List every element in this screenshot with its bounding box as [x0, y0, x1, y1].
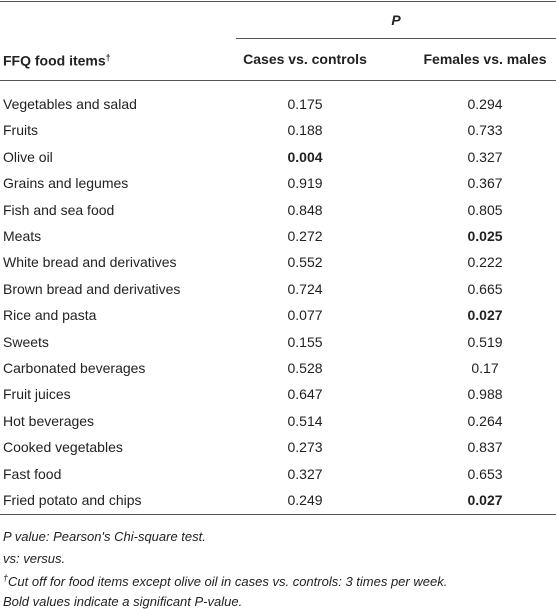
row-label: Olive oil [3, 148, 53, 165]
footnote: †Cut off for food items except olive oil… [3, 570, 447, 590]
column-header: FFQ food items† [3, 50, 111, 69]
cell-value: 0.327 [467, 148, 503, 165]
row-label: Fast food [3, 465, 62, 482]
cell-value: 0.514 [287, 412, 323, 429]
cell-value: 0.188 [287, 122, 323, 139]
top-rule [0, 1, 556, 2]
cell-value: 0.733 [467, 122, 503, 139]
column-header-text: FFQ food items [3, 52, 106, 69]
cell-value: 0.294 [467, 96, 503, 112]
row-label: Hot beverages [3, 412, 95, 429]
group-rule [236, 38, 556, 39]
row-label: Carbonated beverages [3, 360, 146, 376]
cell-value: 0.027 [467, 307, 503, 324]
footnote-text: Cut off for food items except olive oil … [8, 574, 448, 589]
cell-value: 0.327 [287, 465, 323, 482]
row-label: White bread and derivatives [3, 254, 177, 271]
cell-value: 0.155 [287, 333, 323, 350]
cell-value: 0.665 [467, 280, 503, 297]
footnote-text: vs: versus. [3, 550, 66, 566]
cell-value: 0.175 [287, 96, 323, 112]
cell-value: 0.919 [287, 175, 323, 192]
row-label: Grains and legumes [3, 175, 129, 192]
row-label: Fruit juices [3, 386, 71, 403]
cell-value: 0.552 [287, 254, 323, 271]
cell-value: 0.519 [467, 333, 503, 350]
column-header: Cases vs. controls [243, 51, 367, 67]
row-label: Cooked vegetables [3, 439, 123, 456]
footnote-mark: † [105, 52, 111, 63]
footnote-text: P value: Pearson's Chi-square test. [3, 529, 206, 544]
row-label: Rice and pasta [3, 307, 97, 324]
cell-value: 0.027 [467, 492, 503, 508]
cell-value: 0.653 [467, 465, 503, 482]
cell-value: 0.837 [467, 439, 503, 456]
cell-value: 0.249 [287, 492, 323, 508]
column-header: Females vs. males [423, 51, 547, 67]
cell-value: 0.222 [467, 254, 503, 271]
row-label: Vegetables and salad [3, 96, 137, 112]
row-label: Meats [3, 228, 42, 244]
cell-value: 0.025 [467, 228, 503, 244]
row-label: Sweets [3, 333, 49, 350]
header-rule [0, 80, 556, 81]
cell-value: 0.848 [287, 201, 323, 218]
cell-value: 0.004 [287, 148, 323, 165]
footnote-text: Bold values indicate a significant P-val… [3, 593, 243, 609]
footnote: Bold values indicate a significant P-val… [3, 594, 242, 609]
cell-value: 0.988 [467, 386, 503, 403]
row-label: Brown bread and derivatives [3, 280, 181, 297]
cell-value: 0.264 [467, 412, 503, 429]
cell-value: 0.528 [287, 360, 323, 376]
cell-value: 0.17 [471, 360, 499, 376]
footnote-mark: † [3, 573, 9, 583]
footnote: vs: versus. [3, 551, 65, 567]
cell-value: 0.647 [287, 386, 323, 403]
footnote: P value: Pearson's Chi-square test. [3, 529, 206, 545]
row-label: Fruits [3, 122, 38, 139]
row-label: Fish and sea food [3, 201, 115, 218]
cell-value: 0.724 [287, 280, 323, 297]
group-header: P [391, 12, 401, 28]
row-label: Fried potato and chips [3, 492, 142, 508]
cell-value: 0.077 [287, 307, 323, 324]
cell-value: 0.272 [287, 228, 323, 244]
cell-value: 0.805 [467, 201, 503, 218]
cell-value: 0.367 [467, 175, 503, 192]
cell-value: 0.273 [287, 439, 323, 456]
bottom-rule [0, 514, 556, 515]
